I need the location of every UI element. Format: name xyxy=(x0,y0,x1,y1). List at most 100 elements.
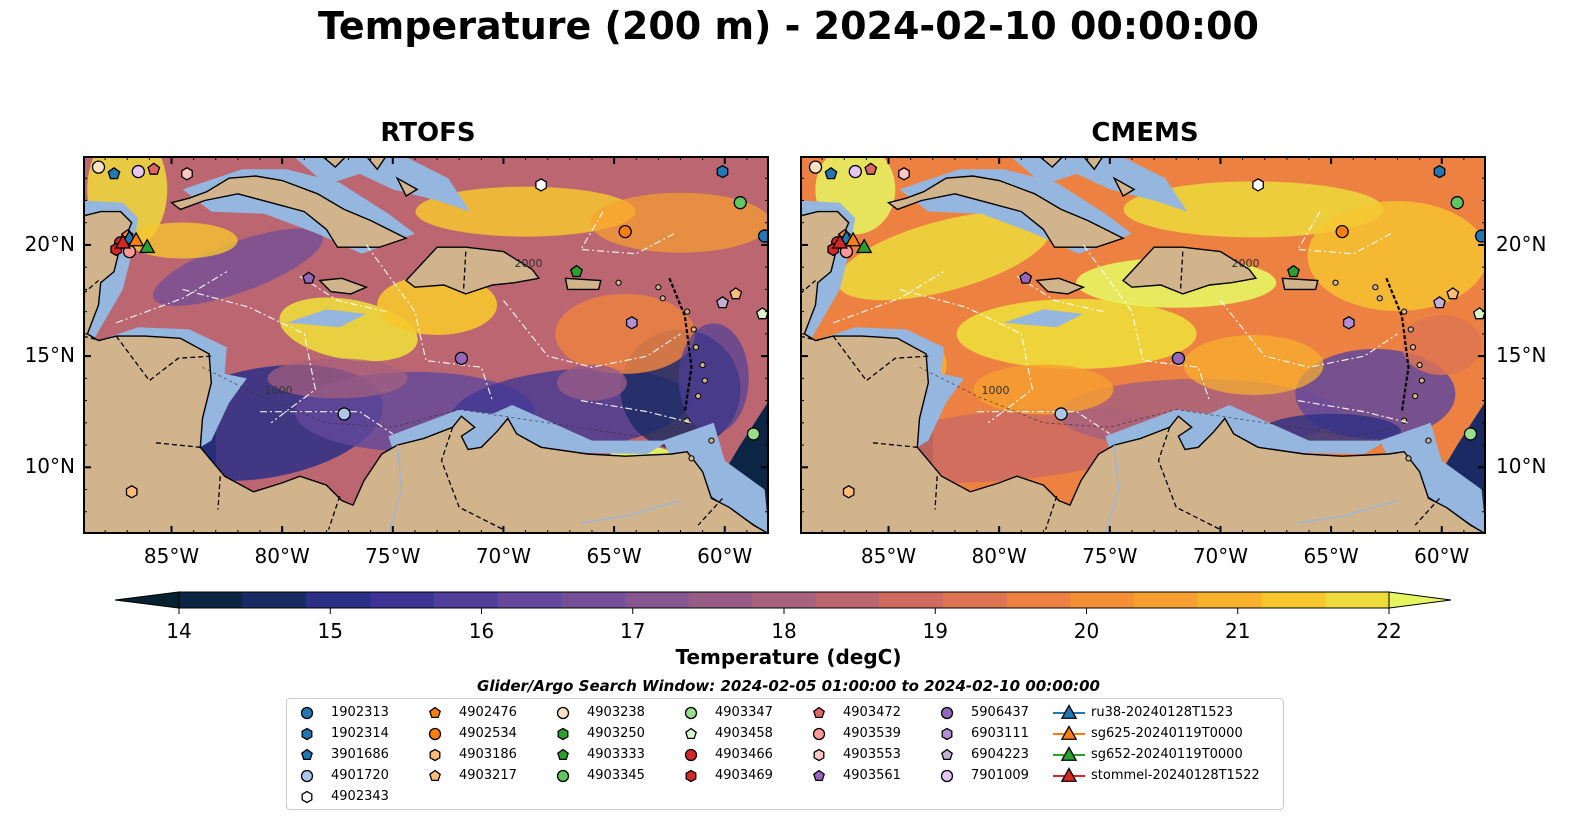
legend-item-label: 4903539 xyxy=(843,726,901,741)
land-bahamas2 xyxy=(1082,156,1105,171)
colorbar-tick-label: 17 xyxy=(620,619,645,640)
shelf-area xyxy=(1379,422,1486,534)
shelf-area xyxy=(293,156,471,212)
legend-item-label: 4903250 xyxy=(587,726,645,741)
marker-stommel-20240128T1522 xyxy=(831,233,849,249)
hexagon-marker-icon xyxy=(429,748,441,762)
circle-marker-icon xyxy=(300,769,314,783)
legend-item-label: 6903111 xyxy=(971,726,1029,741)
hexagon-marker-icon xyxy=(813,748,825,762)
marker-6903111 xyxy=(1342,316,1355,330)
hexagon-marker-icon xyxy=(301,790,313,804)
marker-4902534 xyxy=(618,224,632,239)
hexagon-marker-icon xyxy=(557,727,569,741)
lon-tick-label: 70°W xyxy=(1192,544,1249,568)
contour-label: 1000 xyxy=(981,384,1009,397)
marker-4903561 xyxy=(302,271,316,284)
marker-stommel-20240128T1522 xyxy=(114,233,132,249)
lat-tick-label: 15°N xyxy=(24,343,75,368)
land-bahamas1 xyxy=(1037,156,1065,169)
colorbar-label: Temperature (degC) xyxy=(675,645,902,669)
marker-1902314 xyxy=(1433,164,1446,179)
lat-tick-label: 10°N xyxy=(24,454,75,479)
legend-item-label: 4903458 xyxy=(715,726,773,741)
land-bahamas3 xyxy=(395,176,419,197)
map-rtofs: 1000 2000 xyxy=(83,156,769,534)
legend-item-label: 1902313 xyxy=(331,705,389,720)
circle-marker-icon xyxy=(300,706,314,720)
legend-item-label: 4903238 xyxy=(587,705,645,720)
triangle-marker-icon xyxy=(1053,725,1085,740)
pentagon-marker-icon xyxy=(685,727,697,740)
colorbar-tick-label: 16 xyxy=(469,619,494,640)
marker-5906437 xyxy=(1171,351,1186,365)
main-title: Temperature (200 m) - 2024-02-10 00:00:0… xyxy=(317,4,1259,48)
marker-1902314 xyxy=(716,164,729,179)
colorbar-tick-label: 18 xyxy=(771,619,796,640)
panel-title-cmems: CMEMS xyxy=(1091,118,1199,148)
circle-marker-icon xyxy=(812,727,826,741)
lon-tick-label: 65°W xyxy=(586,544,642,568)
circle-marker-icon xyxy=(556,706,570,720)
colorbar-tick-label: 19 xyxy=(923,619,948,640)
marker-sg625-20240119T0000 xyxy=(127,231,145,247)
marker-4903333 xyxy=(570,264,583,278)
marker-4903347 xyxy=(1463,427,1478,441)
marker-7901009 xyxy=(131,164,145,179)
land-bahamas1 xyxy=(320,156,348,169)
hexagon-marker-icon xyxy=(685,769,697,783)
legend-item-label: 4903347 xyxy=(715,705,773,720)
circle-marker-icon xyxy=(556,769,570,783)
legend-item-label: 4903469 xyxy=(715,768,773,783)
marker-4902343 xyxy=(535,178,547,192)
lat-tick-label: 20°N xyxy=(1496,231,1547,256)
shelf-area xyxy=(286,309,367,328)
legend-item-label: ru38-20240128T1523 xyxy=(1091,705,1234,720)
pentagon-marker-icon xyxy=(813,706,825,719)
legend-item-label: 6904223 xyxy=(971,747,1029,762)
marker-4901720 xyxy=(1054,407,1068,421)
pentagon-marker-icon xyxy=(301,748,313,761)
shelf-area xyxy=(1010,156,1188,212)
marker-4901720 xyxy=(337,407,351,421)
lon-tick-label: 75°W xyxy=(1082,544,1138,568)
hexagon-marker-icon xyxy=(941,727,953,741)
marker-4903472 xyxy=(864,162,878,175)
lon-tick-label: 60°W xyxy=(697,544,753,568)
lat-tick-label: 15°N xyxy=(1496,343,1547,368)
circle-marker-icon xyxy=(940,769,954,783)
marker-4903553 xyxy=(181,167,193,181)
legend-item-label: 4903333 xyxy=(587,747,645,762)
legend-item-label: sg652-20240119T0000 xyxy=(1091,747,1243,762)
legend-item-label: sg625-20240119T0000 xyxy=(1091,726,1243,741)
contour-label: 2000 xyxy=(515,257,543,270)
triangle-marker-icon xyxy=(1053,704,1085,719)
marker-4903238 xyxy=(808,160,823,174)
contour-label: 2000 xyxy=(1232,257,1260,270)
colorbar-tick-label: 21 xyxy=(1225,619,1250,640)
shelf-area xyxy=(662,422,769,534)
marker-4903345 xyxy=(733,196,747,210)
marker-5906437 xyxy=(454,351,469,365)
legend-item-label: 5906437 xyxy=(971,705,1029,720)
marker-sg652-20240119T0000 xyxy=(138,238,156,254)
land-cuba xyxy=(886,175,1125,248)
legend-item-label: 4903553 xyxy=(843,747,901,762)
marker-4903347 xyxy=(746,427,761,441)
land-jamaica xyxy=(1035,277,1086,295)
legend-item-label: 4902476 xyxy=(459,705,517,720)
marker-6903111 xyxy=(625,316,638,330)
lon-tick-label: 85°W xyxy=(860,544,917,568)
marker-3901686 xyxy=(824,166,838,180)
contour-label: 1000 xyxy=(264,384,292,397)
colorbar: 14 15 16 17 18 19 20 21 22 xyxy=(115,591,1452,640)
colorbar-tick-label: 22 xyxy=(1376,619,1401,640)
legend-item-label: 4903466 xyxy=(715,747,773,762)
marker-6904223 xyxy=(716,295,729,309)
land-puertorico xyxy=(564,277,602,291)
land-cuba xyxy=(169,175,408,248)
land-hispaniola xyxy=(405,246,541,295)
marker-4902534 xyxy=(1335,224,1349,239)
colorbar-tick-label: 14 xyxy=(166,619,191,640)
legend-item-label: 4902343 xyxy=(331,789,389,804)
